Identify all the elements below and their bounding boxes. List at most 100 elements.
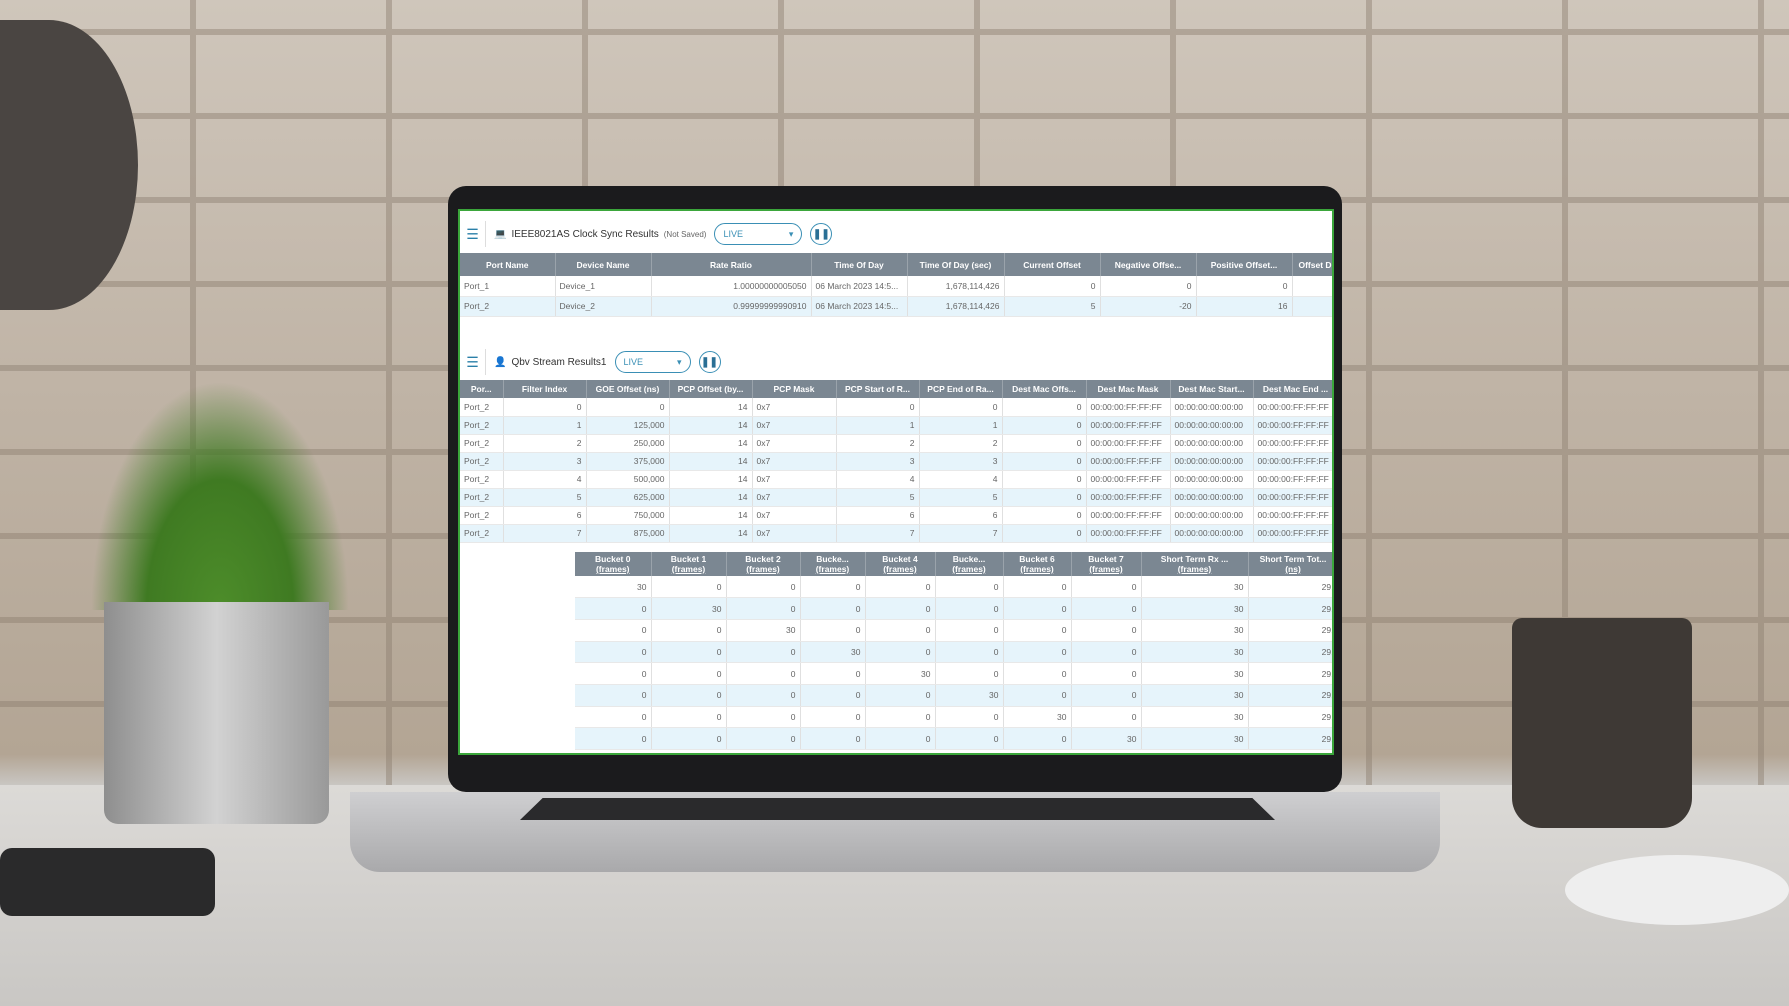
column-header[interactable]: Short Term Tot... (ns) bbox=[1248, 552, 1332, 576]
column-header[interactable]: Dest Mac Mask bbox=[1086, 380, 1171, 398]
table-row[interactable]: Port_2 7 875,000 14 0x7 7 7 0 00:00:00:FF:FF:FF 0… bbox=[460, 524, 1332, 543]
column-header[interactable]: Dest Mac End ... bbox=[1253, 380, 1332, 398]
table-cell: 0 bbox=[1071, 706, 1142, 729]
table-cell: Port_2 bbox=[460, 488, 504, 507]
table-cell: 0 bbox=[575, 727, 652, 750]
column-header[interactable]: Bucket 7 (frames) bbox=[1071, 552, 1142, 576]
table-row[interactable]: Port_2 2 250,000 14 0x7 2 2 0 00:00:00:FF:FF:FF 0… bbox=[460, 434, 1332, 453]
table-row[interactable]: Port_2 5 625,000 14 0x7 5 5 0 00:00:00:FF:FF:FF 0… bbox=[460, 488, 1332, 507]
table-row[interactable]: Port_1 Device_1 1.00000000005050 06 March 2… bbox=[460, 276, 1332, 297]
mode-dropdown[interactable]: LIVE ▾ bbox=[614, 351, 691, 373]
column-header[interactable]: Positive Offset... bbox=[1196, 253, 1293, 276]
column-header[interactable]: Bucket 2 (frames) bbox=[726, 552, 801, 576]
table-row[interactable]: Port_2 Device_2 0.99999999990910 06 March 2… bbox=[460, 296, 1332, 317]
table-cell: 1.00000000005050 bbox=[651, 276, 812, 297]
clock-panel-title: 💻 IEEE8021AS Clock Sync Results (Not Sav… bbox=[494, 229, 706, 240]
table-row[interactable]: 0 0 0 30 0 0 0 0 30 29, bbox=[575, 641, 1332, 664]
table-cell: 00:00:00:FF:FF:FF bbox=[1086, 452, 1171, 471]
table-cell: Port_2 bbox=[460, 470, 504, 489]
table-row[interactable]: 0 0 30 0 0 0 0 0 30 29, bbox=[575, 619, 1332, 642]
column-header[interactable]: Por... bbox=[460, 380, 504, 398]
column-header[interactable]: Filter Index bbox=[503, 380, 587, 398]
table-cell: 30 bbox=[1141, 597, 1249, 620]
table-cell: 16 bbox=[1196, 296, 1293, 317]
column-header[interactable]: Offset D bbox=[1292, 253, 1332, 276]
column-header-unit: (frames) bbox=[815, 564, 850, 574]
table-row[interactable]: Port_2 6 750,000 14 0x7 6 6 0 00:00:00:FF:FF:FF 0… bbox=[460, 506, 1332, 525]
table-row[interactable]: 0 30 0 0 0 0 0 0 30 29, bbox=[575, 597, 1332, 620]
table-cell: 0x7 bbox=[752, 416, 837, 435]
column-header[interactable]: Dest Mac Start... bbox=[1170, 380, 1254, 398]
table-row[interactable]: Port_2 3 375,000 14 0x7 3 3 0 00:00:00:FF:FF:FF 0… bbox=[460, 452, 1332, 471]
column-header[interactable]: Bucket 0 (frames) bbox=[575, 552, 652, 576]
table-row[interactable]: 30 0 0 0 0 0 0 0 30 29, bbox=[575, 576, 1332, 599]
column-header[interactable]: Short Term Rx ... (frames) bbox=[1141, 552, 1249, 576]
pause-button[interactable]: ❚❚ bbox=[698, 351, 721, 373]
column-header[interactable]: Port Name bbox=[460, 253, 556, 276]
column-header[interactable]: PCP Mask bbox=[752, 380, 837, 398]
column-header[interactable]: Rate Ratio bbox=[651, 253, 812, 276]
mode-value: LIVE bbox=[723, 229, 743, 239]
column-header-label: Bucket 2 bbox=[745, 554, 781, 564]
table-cell: 2 bbox=[503, 434, 587, 453]
column-header[interactable]: Bucket 4 (frames) bbox=[865, 552, 936, 576]
table-cell: 30 bbox=[1141, 662, 1249, 685]
column-header[interactable]: Negative Offse... bbox=[1100, 253, 1197, 276]
table-row[interactable]: Port_2 0 0 14 0x7 0 0 0 00:00:00:FF:FF:FF 00:00:0… bbox=[460, 398, 1332, 417]
pause-button[interactable]: ❚❚ bbox=[810, 223, 833, 245]
table-cell: 00:00:00:00:00:00 bbox=[1170, 488, 1254, 507]
table-cell: 0x7 bbox=[752, 452, 837, 471]
table-cell: 30 bbox=[1141, 641, 1249, 664]
table-cell: 0 bbox=[836, 398, 920, 417]
hamburger-icon[interactable]: ☰ bbox=[460, 221, 486, 247]
column-header[interactable]: GOE Offset (ns) bbox=[586, 380, 670, 398]
hamburger-icon[interactable]: ☰ bbox=[460, 349, 486, 375]
table-cell: Port_2 bbox=[460, 416, 504, 435]
column-header[interactable]: Bucket 1 (frames) bbox=[651, 552, 727, 576]
column-header[interactable]: PCP End of Ra... bbox=[919, 380, 1003, 398]
table-cell: 00:00:00:00:00:00 bbox=[1170, 524, 1254, 543]
laptop-icon: 💻 bbox=[494, 228, 507, 240]
table-cell: 0 bbox=[651, 576, 727, 599]
column-header[interactable]: Time Of Day (sec) bbox=[907, 253, 1005, 276]
table-cell: 2 bbox=[836, 434, 920, 453]
column-header[interactable]: Dest Mac Offs... bbox=[1002, 380, 1087, 398]
table-cell: 0 bbox=[726, 576, 801, 599]
column-header[interactable]: Time Of Day bbox=[811, 253, 908, 276]
column-header[interactable]: Device Name bbox=[555, 253, 652, 276]
table-cell: 0 bbox=[1003, 576, 1072, 599]
column-header[interactable]: Bucke... (frames) bbox=[800, 552, 866, 576]
table-cell: 00:00:00:FF:FF:FF bbox=[1253, 434, 1332, 453]
table-row[interactable]: Port_2 4 500,000 14 0x7 4 4 0 00:00:00:FF:FF:FF 0… bbox=[460, 470, 1332, 489]
column-header[interactable]: Bucke... (frames) bbox=[935, 552, 1004, 576]
table-cell: 0 bbox=[1002, 452, 1087, 471]
table-cell: 00:00:00:FF:FF:FF bbox=[1253, 470, 1332, 489]
table-row[interactable]: 0 0 0 0 0 0 30 0 30 29, bbox=[575, 706, 1332, 729]
table-cell: Port_2 bbox=[460, 434, 504, 453]
table-cell: 0.99999999990910 bbox=[651, 296, 812, 317]
column-header[interactable]: Current Offset bbox=[1004, 253, 1101, 276]
mode-dropdown[interactable]: LIVE ▾ bbox=[714, 223, 803, 245]
table-cell: 0 bbox=[1071, 576, 1142, 599]
table-cell: 0 bbox=[651, 641, 727, 664]
table-cell: Device_1 bbox=[555, 276, 652, 297]
plant bbox=[90, 380, 350, 610]
column-header[interactable]: PCP Start of R... bbox=[836, 380, 920, 398]
column-header[interactable]: Bucket 6 (frames) bbox=[1003, 552, 1072, 576]
table-row[interactable]: 0 0 0 0 0 0 0 30 30 29, bbox=[575, 727, 1332, 750]
table-cell: 125,000 bbox=[586, 416, 670, 435]
table-cell: 0 bbox=[1071, 684, 1142, 707]
table-cell: 0 bbox=[935, 706, 1004, 729]
table-row[interactable]: Port_2 1 125,000 14 0x7 1 1 0 00:00:00:FF:FF:FF 0… bbox=[460, 416, 1332, 435]
table-row[interactable]: 0 0 0 0 30 0 0 0 30 29, bbox=[575, 662, 1332, 685]
column-header[interactable]: PCP Offset (by... bbox=[669, 380, 753, 398]
table-row[interactable]: 0 0 0 0 0 30 0 0 30 29, bbox=[575, 684, 1332, 707]
table-cell: 4 bbox=[919, 470, 1003, 489]
table-cell: 0 bbox=[1002, 470, 1087, 489]
table-cell: 0 bbox=[1003, 662, 1072, 685]
table-cell: 0 bbox=[935, 662, 1004, 685]
table-cell: 30 bbox=[1141, 619, 1249, 642]
table-cell: 6 bbox=[836, 506, 920, 525]
column-header-unit: (ns) bbox=[1285, 564, 1301, 574]
table-cell: 00:00:00:FF:FF:FF bbox=[1086, 416, 1171, 435]
